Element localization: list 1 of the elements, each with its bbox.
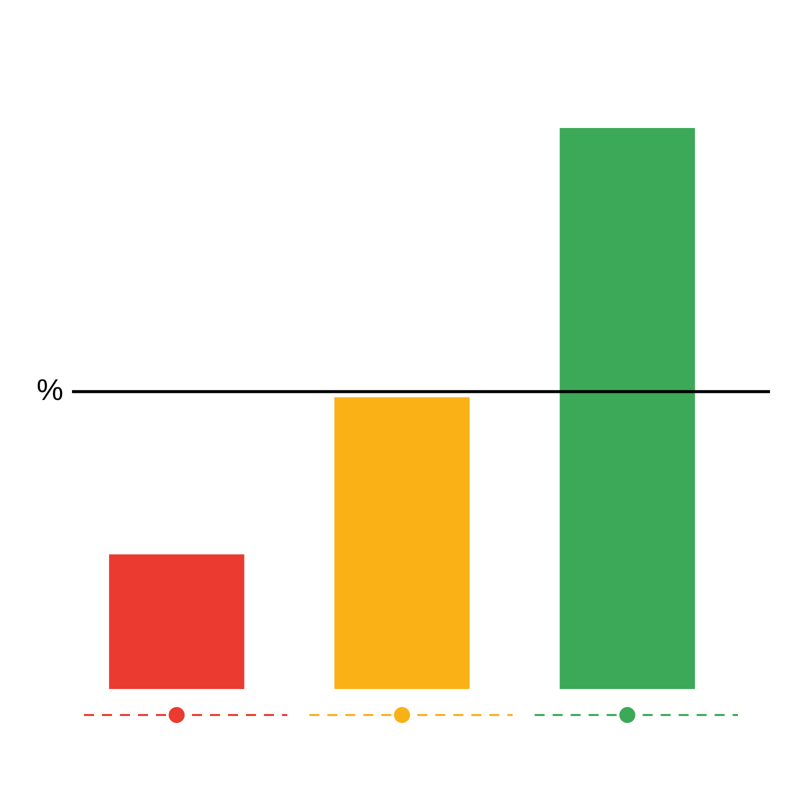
ref-line-label: % <box>36 374 64 407</box>
